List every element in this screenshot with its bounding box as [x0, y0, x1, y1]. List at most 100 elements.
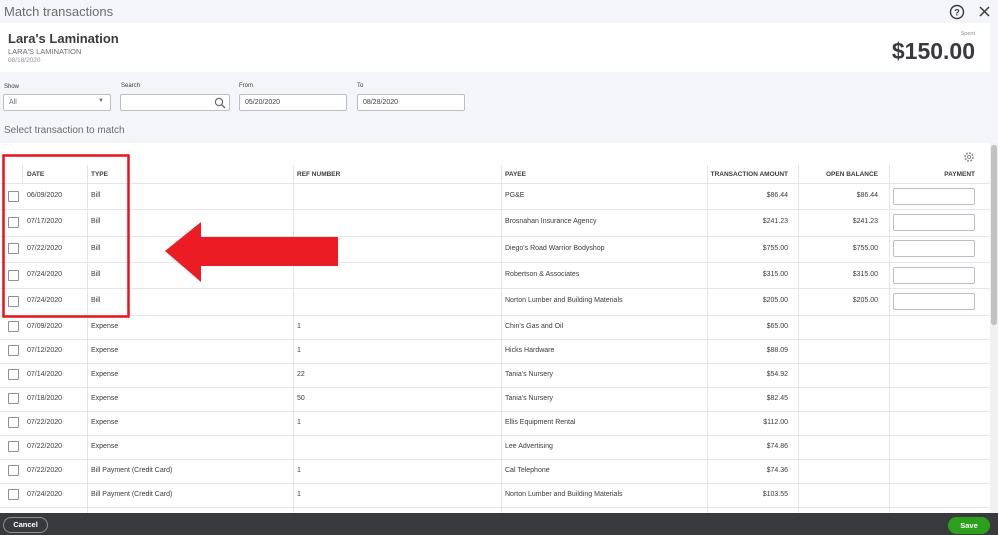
payee-sub: LARA'S LAMINATION — [8, 47, 82, 56]
row-checkbox[interactable] — [8, 190, 19, 202]
payment-input[interactable] — [893, 292, 975, 310]
save-button[interactable]: Save — [948, 517, 990, 534]
amount-label: Spent — [960, 31, 975, 37]
table-cell: 07/24/2020 — [27, 490, 63, 498]
table-cell: 07/22/2020 — [27, 418, 63, 426]
from-label: From — [239, 83, 253, 89]
row-checkbox[interactable] — [8, 369, 19, 380]
column-header: TYPE — [91, 171, 108, 178]
show-select[interactable]: All ▼ — [3, 94, 111, 111]
row-checkbox[interactable] — [8, 417, 19, 428]
close-icon[interactable] — [979, 6, 990, 17]
column-header: DATE — [27, 171, 45, 178]
table-cell: 07/17/2020 — [27, 218, 63, 226]
payment-input[interactable] — [893, 213, 975, 231]
row-checkbox[interactable] — [8, 465, 19, 476]
payment-input[interactable] — [893, 240, 975, 258]
help-glyph: ? — [954, 8, 960, 18]
table-cell: Expense — [91, 346, 119, 354]
row-checkbox[interactable] — [8, 441, 19, 452]
table-cell: $241.23 — [852, 218, 878, 226]
scroll-thumb[interactable] — [991, 145, 997, 325]
dialog-title: Match transactions — [4, 4, 114, 19]
table-cell: $315.00 — [852, 271, 878, 279]
column-header: REF NUMBER — [297, 171, 341, 178]
to-input[interactable]: 08/28/2020 — [357, 94, 465, 111]
table-cell: 07/09/2020 — [27, 322, 63, 330]
table-cell: $755.00 — [852, 244, 878, 252]
table-cell: 1 — [297, 418, 301, 426]
table-cell: Bill — [91, 271, 101, 279]
table-cell: Tania's Nursery — [505, 394, 554, 402]
search-input[interactable] — [120, 94, 230, 111]
table-cell: $205.00 — [852, 297, 878, 305]
table-cell: $86.44 — [766, 192, 788, 200]
row-line — [0, 434, 990, 436]
table-cell: Bill — [91, 192, 101, 200]
row-checkbox[interactable] — [8, 345, 19, 356]
search-label: Search — [121, 83, 141, 89]
table-cell: 1 — [297, 490, 301, 498]
cancel-button[interactable]: Cancel — [3, 517, 48, 533]
from-input[interactable]: 05/20/2020 — [239, 94, 347, 111]
row-checkbox[interactable] — [8, 489, 19, 500]
row-checkbox[interactable] — [8, 243, 19, 255]
row-checkbox[interactable] — [8, 216, 19, 228]
table-cell: 06/09/2020 — [27, 192, 63, 200]
row-checkbox[interactable] — [8, 321, 19, 332]
row-line — [0, 362, 990, 364]
row-line — [0, 338, 990, 340]
footer-bar — [0, 513, 998, 535]
row-line — [0, 288, 990, 290]
table-cell: 07/24/2020 — [27, 297, 63, 305]
window-icons: ? — [949, 4, 990, 20]
row-checkbox[interactable] — [8, 295, 19, 307]
table-cell: 07/22/2020 — [27, 244, 63, 252]
dropdown-caret: ▼ — [98, 98, 104, 104]
table-cell: Robertson & Associates — [505, 271, 580, 279]
column-header: PAYMENT — [944, 171, 975, 178]
column-header: PAYEE — [505, 171, 526, 178]
table-cell: Tania's Nursery — [505, 370, 554, 378]
table-cell: Bill Payment (Credit Card) — [91, 490, 173, 498]
table-cell: 07/24/2020 — [27, 271, 63, 279]
scrollbar[interactable] — [990, 143, 998, 513]
help-icon[interactable] — [949, 4, 965, 20]
table-cell: Hicks Hardware — [505, 346, 555, 354]
table-cell: Cal Telephone — [505, 466, 550, 474]
table-cell: Bill — [91, 218, 101, 226]
payee-date: 08/18/2020 — [8, 57, 41, 64]
row-line — [0, 482, 990, 484]
table-cell: 1 — [297, 322, 301, 330]
table-cell: Diego's Road Warrior Bodyshop — [505, 244, 605, 252]
table-cell: Ellis Equipment Rental — [505, 418, 576, 426]
search-icon — [214, 97, 226, 109]
table-cell: Expense — [91, 322, 119, 330]
table-cell: 07/12/2020 — [27, 346, 63, 354]
table-cell: Lee Advertising — [505, 442, 553, 450]
table-cell: Bill — [91, 244, 101, 252]
payment-input[interactable] — [893, 187, 975, 205]
row-checkbox[interactable] — [8, 393, 19, 404]
table-cell: $755.00 — [762, 244, 788, 252]
column-header: OPEN BALANCE — [825, 171, 878, 178]
column-separator — [22, 165, 23, 183]
table-cell: 50 — [297, 394, 305, 402]
section-title: Select transaction to match — [4, 125, 125, 136]
show-label: Show — [4, 84, 20, 90]
row-checkbox[interactable] — [8, 269, 19, 281]
table-cell: $86.44 — [856, 192, 878, 200]
table-cell: $205.00 — [762, 297, 788, 305]
payee-name: Lara's Lamination — [8, 31, 119, 46]
table-cell: 22 — [297, 370, 305, 378]
table-cell: $74.86 — [766, 442, 788, 450]
to-value: 08/28/2020 — [363, 99, 399, 106]
row-line — [0, 235, 990, 237]
table-cell: $88.09 — [766, 346, 788, 354]
table-cell: $112.00 — [763, 418, 788, 426]
table-cell: Brosnahan Insurance Agency — [505, 218, 597, 226]
settings-gear[interactable] — [963, 151, 975, 163]
payment-input[interactable] — [893, 266, 975, 284]
row-line — [0, 261, 990, 263]
